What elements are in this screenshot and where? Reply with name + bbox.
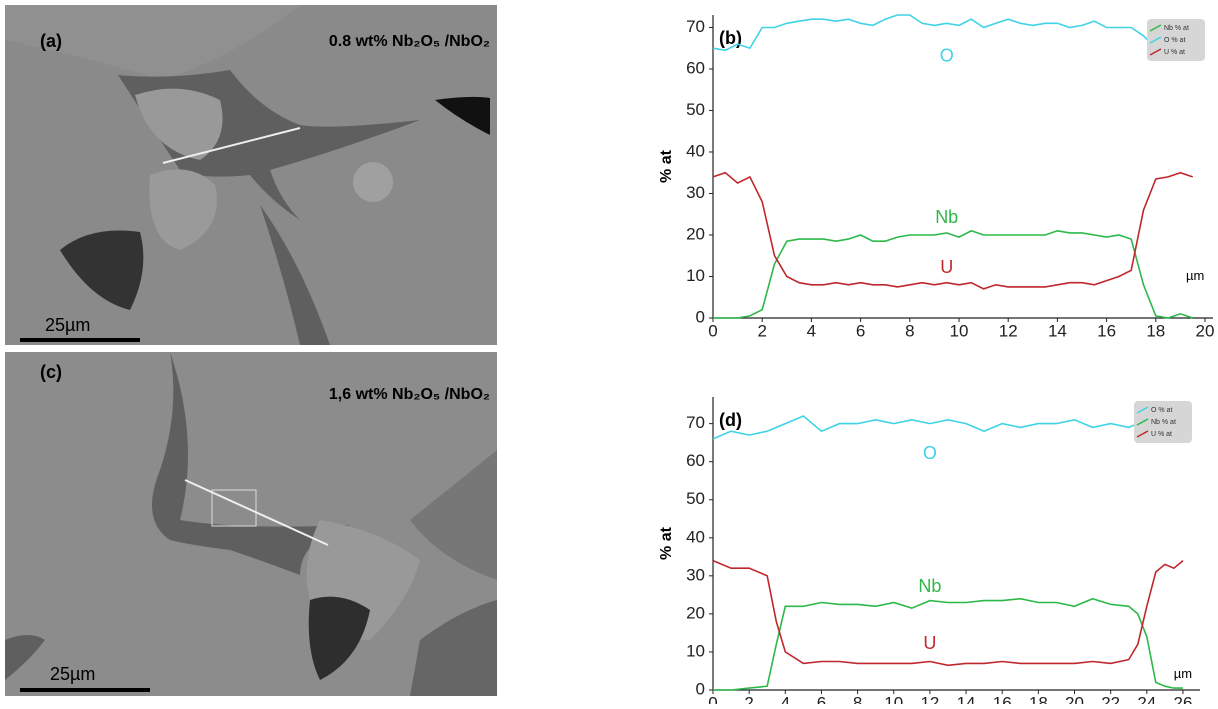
y-tick-label: 10 <box>686 641 705 660</box>
series-line <box>712 14 1193 52</box>
y-tick-label: 70 <box>686 413 705 432</box>
y-tick-label: 30 <box>686 183 705 202</box>
y-tick-label: 20 <box>686 603 705 622</box>
y-tick-label: 60 <box>686 451 705 470</box>
series-line <box>712 559 1184 667</box>
series-annotation: Nb <box>935 207 958 227</box>
legend-swatch <box>1136 406 1149 414</box>
legend-label: O % at <box>1164 37 1185 44</box>
legend-label: O % at <box>1151 407 1172 414</box>
y-tick-label: 50 <box>686 489 705 508</box>
x-tick-label: 22 <box>1101 693 1120 704</box>
scale-label: 25µm <box>45 315 90 335</box>
y-tick-label: 20 <box>686 224 705 243</box>
series-annotation: O <box>923 443 937 463</box>
x-tick-label: 6 <box>856 321 865 340</box>
legend-label: Nb % at <box>1164 25 1189 32</box>
x-tick-label: 18 <box>1146 321 1165 340</box>
legend-swatch <box>1149 24 1162 32</box>
series-line <box>713 597 1183 691</box>
series-line <box>712 171 1193 290</box>
y-tick-label: 30 <box>686 565 705 584</box>
legend-swatch <box>1136 418 1149 426</box>
x-tick-label: 8 <box>905 321 914 340</box>
series-annotation: Nb <box>918 576 941 596</box>
x-tick-label: 12 <box>999 321 1018 340</box>
x-tick-label: 20 <box>1065 693 1084 704</box>
y-tick-label: 40 <box>686 527 705 546</box>
y-axis-label: % at <box>658 526 675 560</box>
x-tick-label: 14 <box>957 693 976 704</box>
series-annotation: U <box>923 633 936 653</box>
x-tick-label: 2 <box>757 321 766 340</box>
x-tick-label: 16 <box>1097 321 1116 340</box>
x-tick-label: 8 <box>853 693 862 704</box>
panel-label: (a) <box>40 31 62 51</box>
x-tick-label: 2 <box>744 693 753 704</box>
x-tick-label: 26 <box>1174 693 1193 704</box>
legend-swatch <box>1149 36 1162 44</box>
y-tick-label: 10 <box>686 266 705 285</box>
y-tick-label: 0 <box>696 679 705 698</box>
x-tick-label: 4 <box>781 693 790 704</box>
x-tick-label: 0 <box>708 321 717 340</box>
y-tick-label: 50 <box>686 100 705 119</box>
legend-box <box>1147 19 1205 61</box>
sem-image-a <box>5 5 497 345</box>
panel-label: (c) <box>40 362 62 382</box>
panel-caption: 0.8 wt% Nb₂O₅ /NbO₂ <box>329 33 490 50</box>
y-tick-label: 70 <box>686 17 705 36</box>
series-line <box>713 229 1193 319</box>
legend-label: Nb % at <box>1151 419 1176 426</box>
x-tick-label: 20 <box>1196 321 1215 340</box>
series-annotation: U <box>940 257 953 277</box>
x-tick-label: 14 <box>1048 321 1067 340</box>
x-tick-label: 0 <box>708 693 717 704</box>
x-unit-label: µm <box>1186 268 1204 283</box>
chart-title: (b) <box>719 28 742 48</box>
x-tick-label: 18 <box>1029 693 1048 704</box>
series-annotation: O <box>940 45 954 65</box>
x-unit-label: µm <box>1174 666 1192 681</box>
chart-title: (d) <box>719 410 742 430</box>
y-tick-label: 60 <box>686 58 705 77</box>
x-tick-label: 16 <box>993 693 1012 704</box>
x-tick-label: 10 <box>884 693 903 704</box>
y-tick-label: 0 <box>696 307 705 326</box>
legend-label: U % at <box>1151 431 1172 438</box>
x-tick-label: 4 <box>807 321 816 340</box>
y-axis-label: % at <box>658 149 675 183</box>
legend-swatch <box>1149 48 1162 56</box>
x-tick-label: 24 <box>1137 693 1156 704</box>
x-tick-label: 6 <box>817 693 826 704</box>
panel-caption: 1,6 wt% Nb₂O₅ /NbO₂ <box>329 386 490 403</box>
sem-image-c <box>5 352 497 696</box>
legend-swatch <box>1136 430 1149 438</box>
legend-box <box>1134 401 1192 443</box>
x-tick-label: 12 <box>920 693 939 704</box>
legend-label: U % at <box>1164 49 1185 56</box>
x-tick-label: 10 <box>950 321 969 340</box>
scale-label: 25µm <box>50 664 95 684</box>
series-line <box>712 415 1184 444</box>
y-tick-label: 40 <box>686 141 705 160</box>
